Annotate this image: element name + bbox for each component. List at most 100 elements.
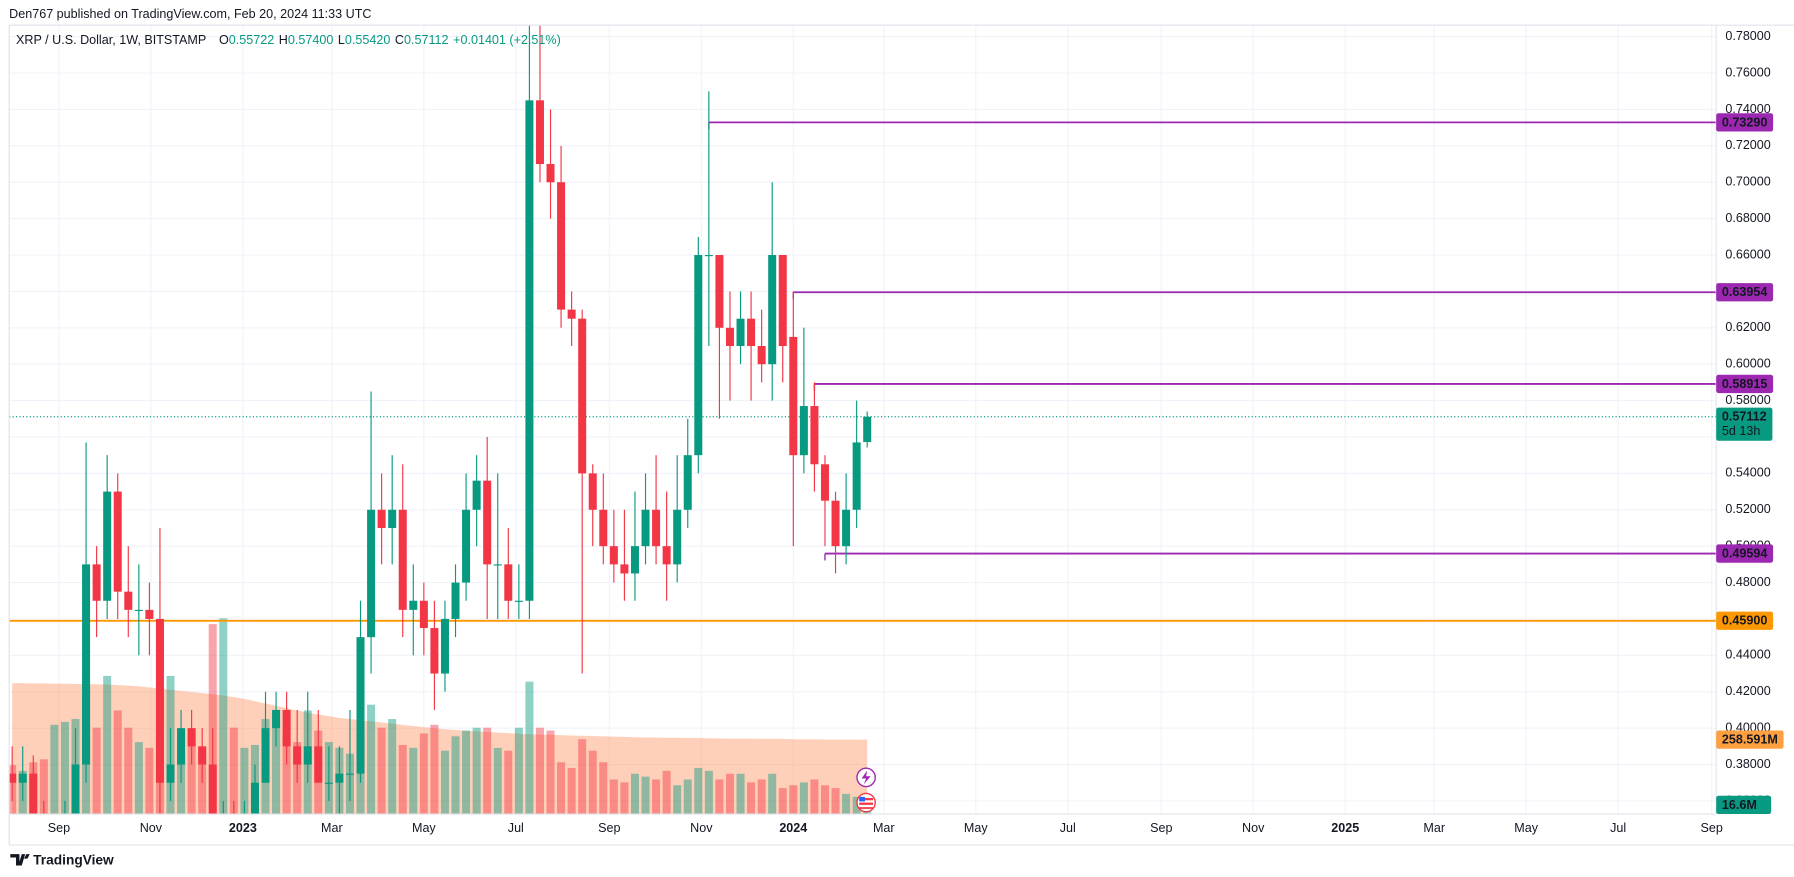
volume-bar bbox=[630, 773, 639, 815]
candle-body bbox=[472, 480, 481, 510]
candle-body bbox=[145, 609, 154, 619]
level-tag-label: 0.63954 bbox=[1722, 285, 1767, 299]
volume-bar bbox=[662, 770, 671, 815]
x-tick-label: Jul bbox=[1610, 821, 1626, 835]
volume-bar bbox=[219, 618, 228, 815]
alert-icon[interactable] bbox=[856, 767, 876, 788]
x-tick-label: Nov bbox=[690, 821, 713, 835]
legend-key: C bbox=[395, 34, 404, 48]
price-tags: 0.73290 0.63954 0.58915 0.49594 0.45900 0.571… bbox=[1716, 113, 1784, 815]
volume-bar bbox=[272, 724, 281, 815]
legend-key: L bbox=[338, 34, 345, 48]
legend-change: +0.01401 (+2.51%) bbox=[453, 34, 561, 48]
candle-body bbox=[747, 318, 756, 347]
volume-bar bbox=[208, 624, 217, 815]
legend-value: 0.55722 bbox=[229, 34, 274, 48]
symbol-legend: XRP / U.S. Dollar, 1W, BITSTAMP O0.55722… bbox=[16, 34, 561, 48]
candle-body bbox=[778, 255, 787, 347]
candle-body bbox=[641, 509, 650, 547]
candle-body bbox=[92, 564, 101, 601]
volume-bar bbox=[134, 742, 143, 815]
volume-bar bbox=[557, 762, 566, 815]
candle-body bbox=[673, 509, 682, 565]
volume-bar bbox=[620, 782, 629, 815]
y-tick-label: 0.70000 bbox=[1725, 175, 1770, 189]
candle-body bbox=[599, 509, 608, 547]
volume-bar bbox=[599, 762, 608, 815]
volume-bar bbox=[282, 736, 291, 815]
volume-bar bbox=[504, 750, 513, 815]
x-tick-label: 2024 bbox=[779, 821, 807, 835]
candle-body bbox=[335, 773, 344, 783]
candle-body bbox=[514, 600, 523, 602]
volume-bar bbox=[683, 779, 692, 815]
volume-bar bbox=[694, 767, 703, 815]
x-tick-label: Nov bbox=[1242, 821, 1265, 835]
volume-bar bbox=[493, 747, 502, 815]
candle-body bbox=[155, 618, 164, 783]
level-tag: 0.73290 bbox=[1716, 113, 1774, 132]
level-tag-box bbox=[1716, 611, 1774, 630]
grid bbox=[9, 25, 1717, 815]
volume-bar bbox=[609, 779, 618, 815]
candle-body bbox=[314, 746, 323, 783]
y-tick-label: 0.58000 bbox=[1725, 393, 1770, 407]
candle-body bbox=[356, 637, 365, 774]
candle-body bbox=[377, 509, 386, 528]
candle-body bbox=[578, 318, 587, 474]
candle-body bbox=[620, 564, 629, 574]
candle-body bbox=[715, 255, 724, 328]
candle-body bbox=[367, 509, 376, 638]
candle-body bbox=[282, 709, 291, 747]
candle-body bbox=[683, 455, 692, 510]
volume-bar bbox=[367, 704, 376, 815]
candle-body bbox=[757, 346, 766, 365]
candle-body bbox=[504, 564, 513, 601]
y-tick-label: 0.60000 bbox=[1725, 357, 1770, 371]
candle-body bbox=[177, 728, 186, 765]
candle-body bbox=[525, 100, 534, 601]
candle-body bbox=[250, 782, 259, 815]
candle-body bbox=[18, 773, 27, 783]
footer-brand: TradingView bbox=[33, 853, 114, 868]
candle-body bbox=[303, 746, 312, 765]
x-tick-label: 2023 bbox=[229, 821, 257, 835]
volume-bar bbox=[747, 782, 756, 815]
level-tag-box bbox=[1716, 283, 1774, 302]
volume-bar bbox=[546, 730, 555, 815]
plot-area bbox=[9, 25, 1717, 815]
volume-ma-area bbox=[12, 683, 868, 815]
y-tick-label: 0.66000 bbox=[1725, 247, 1770, 261]
candle-body bbox=[736, 318, 745, 347]
volume-tag-label: 16.6M bbox=[1722, 798, 1757, 812]
x-tick-label: Mar bbox=[873, 821, 895, 835]
candle-body bbox=[261, 728, 270, 783]
volume-bar bbox=[462, 730, 471, 815]
y-tick-label: 0.72000 bbox=[1725, 138, 1770, 152]
y-tick-label: 0.62000 bbox=[1725, 320, 1770, 334]
y-tick-label: 0.78000 bbox=[1725, 29, 1770, 43]
x-tick-label: May bbox=[412, 821, 436, 835]
level-tag: 0.58915 bbox=[1716, 374, 1774, 394]
economic-events-icon[interactable] bbox=[856, 792, 876, 813]
candle-body bbox=[124, 591, 133, 610]
candle-body bbox=[694, 255, 703, 456]
x-tick-label: Sep bbox=[1150, 821, 1172, 835]
candle-body bbox=[493, 564, 502, 566]
volume-bar bbox=[778, 788, 787, 815]
candle-body bbox=[451, 582, 460, 619]
candle-body bbox=[799, 406, 808, 456]
candle-body bbox=[662, 546, 671, 565]
volume-bar bbox=[39, 759, 48, 815]
volume-ma-tag-box bbox=[1716, 730, 1784, 749]
level-tag-box bbox=[1716, 374, 1774, 394]
volume-bar bbox=[715, 779, 724, 815]
volume-bar bbox=[388, 719, 397, 815]
candle-body bbox=[198, 746, 207, 765]
x-tick-label: Jul bbox=[508, 821, 524, 835]
candle-body bbox=[704, 255, 713, 257]
candle-body bbox=[863, 416, 872, 443]
x-tick-label: Jul bbox=[1060, 821, 1076, 835]
